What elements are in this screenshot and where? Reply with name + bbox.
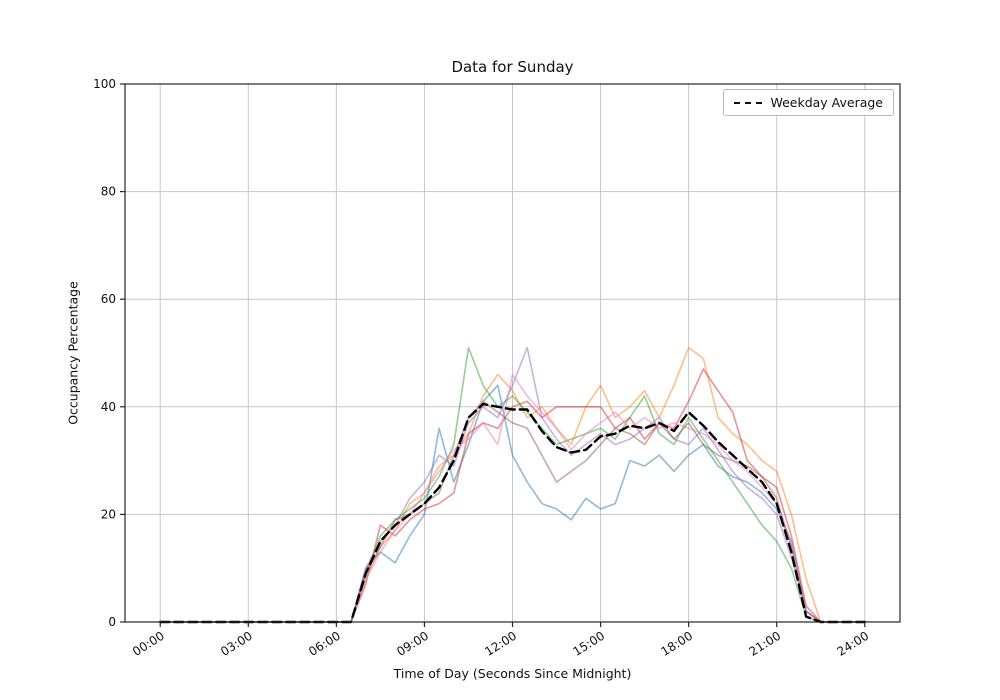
x-tick-label: 21:00 [747, 629, 784, 659]
legend-dashed-line-icon [734, 101, 763, 104]
y-tick-label: 100 [93, 77, 116, 91]
x-tick-label: 15:00 [570, 629, 607, 659]
y-tick-label: 0 [108, 615, 116, 629]
legend: Weekday Average [723, 89, 894, 116]
x-tick-label: 09:00 [394, 629, 431, 659]
x-tick-label: 12:00 [482, 629, 519, 659]
y-tick-label: 60 [101, 292, 116, 306]
x-tick-label: 00:00 [130, 629, 167, 659]
x-axis-label: Time of Day (Seconds Since Midnight) [393, 666, 632, 681]
x-tick-label: 06:00 [306, 629, 343, 659]
y-tick-label: 20 [101, 507, 116, 521]
y-tick-label: 80 [101, 185, 116, 199]
legend-label: Weekday Average [770, 95, 883, 110]
chart-title: Data for Sunday [451, 58, 574, 76]
x-tick-label: 18:00 [658, 629, 695, 659]
x-tick-label: 24:00 [835, 629, 872, 659]
y-tick-label: 40 [101, 400, 116, 414]
x-tick-label: 03:00 [218, 629, 255, 659]
